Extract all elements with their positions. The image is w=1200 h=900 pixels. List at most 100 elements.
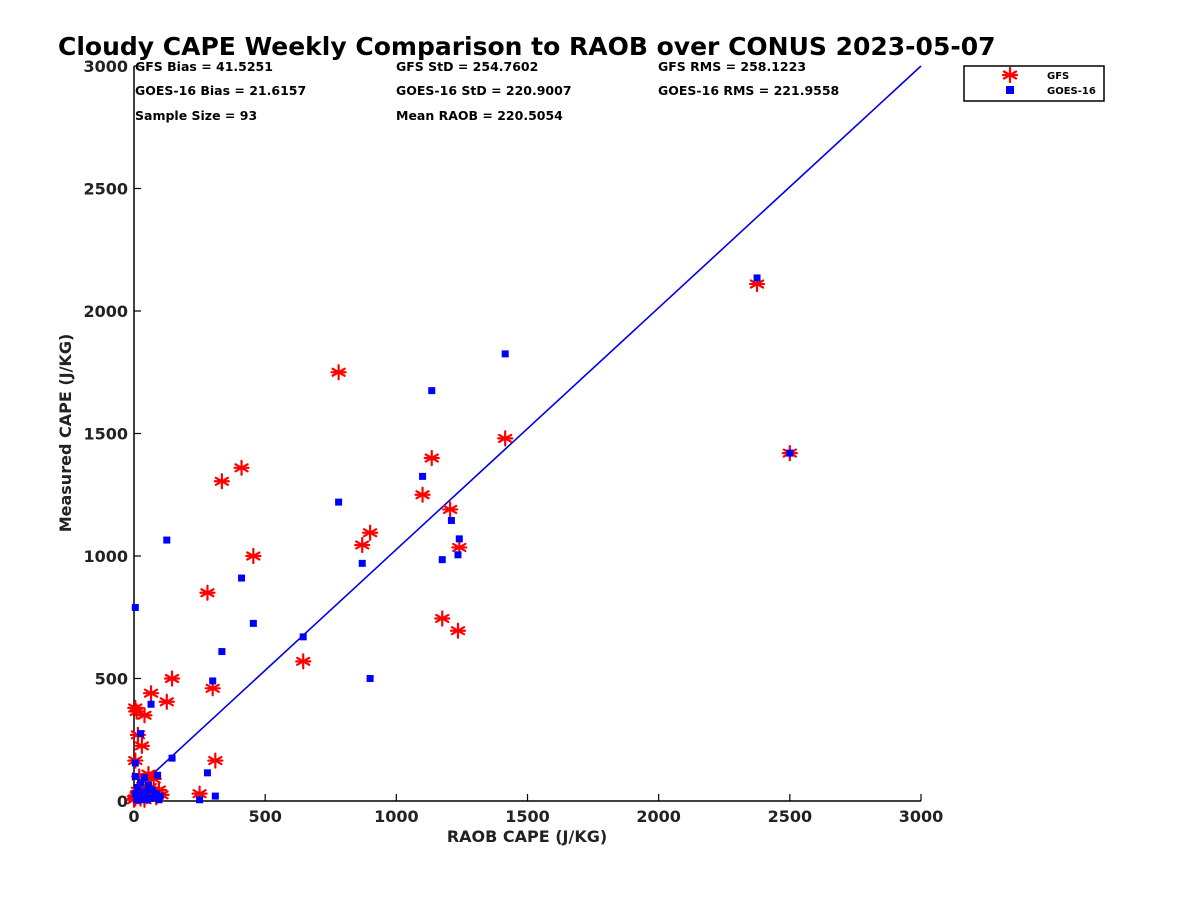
goes-16-point [137,779,145,787]
goes-16-point [156,792,164,800]
x-tick-label: 1500 [505,807,550,826]
legend-goes-label: GOES-16 [1047,86,1096,97]
axes [133,66,921,802]
x-tick-label: 2000 [636,807,681,826]
goes-16-point [155,796,163,804]
legend-gfs-marker-icon [1001,66,1019,84]
stat-goes-rms: GOES-16 RMS = 221.9558 [658,83,839,98]
goes-16-point [419,472,427,480]
goes-16-point [140,774,148,782]
goes-16-point [455,535,463,543]
asterisk-stroke [450,626,466,636]
gfs-point [362,524,379,541]
gfs-point [245,547,262,565]
legend-gfs-asterisk [1001,66,1019,84]
goes-16-point [131,759,139,767]
goes-16-point [148,786,156,794]
goes-16-point [335,498,343,506]
asterisk-stroke [137,710,152,720]
legend-goes-marker-icon [1006,86,1014,94]
y-tick-label: 0 [117,792,128,811]
x-tick-label: 0 [128,807,139,826]
goes-16-point [786,449,794,457]
goes-16-point [168,754,176,762]
series-goes-16 [131,274,794,804]
tick-marks: 0 500 1000 1500 2000 2500 3000 0 500 1000 1500 2000… [83,57,943,826]
goes-16-point [454,551,462,559]
gfs-point [128,703,145,720]
y-tick-label: 2500 [83,180,128,199]
stat-gfs-rms: GFS RMS = 258.1223 [658,59,806,74]
asterisk-stroke [200,588,215,598]
gfs-point [213,473,230,490]
y-tick-label: 2000 [83,302,128,321]
asterisk-stroke [246,551,261,561]
legend-gfs-label: GFS [1047,71,1069,82]
asterisk-stroke [128,703,143,713]
asterisk-stroke [129,706,144,717]
statistics-block: GFS Bias = 41.5251 GFS StD = 254.7602 GF… [135,59,839,123]
goes-16-point [163,536,171,544]
asterisk-stroke [435,613,450,624]
asterisk-stroke [452,542,467,553]
y-tick-label: 3000 [83,57,128,76]
gfs-point [423,449,440,467]
chart-title: Cloudy CAPE Weekly Comparison to RAOB ov… [58,32,996,61]
legend-goes-square [1006,86,1014,94]
gfs-point [354,536,371,554]
x-tick-label: 2500 [768,807,813,826]
goes-16-point [238,574,246,582]
goes-16-point [131,773,139,780]
asterisk-stroke [192,789,207,799]
stat-gfs-std: GFS StD = 254.7602 [396,59,538,74]
goes-16-point [142,787,150,795]
asterisk-stroke [362,528,378,538]
x-tick-label: 1000 [374,807,419,826]
gfs-point [142,685,160,702]
gfs-point [330,364,347,381]
reference-line [133,65,922,792]
goes-16-point [366,675,374,682]
goes-16-point [209,677,217,685]
goes-16-point [131,603,139,611]
data-points [125,274,798,808]
gfs-point [133,737,150,754]
reference-line-group [133,65,922,792]
x-axis-label: RAOB CAPE (J/KG) [447,827,607,846]
asterisk-stroke [214,476,230,486]
goes-16-point [131,790,139,798]
stat-goes-std: GOES-16 StD = 220.9007 [396,83,572,98]
gfs-point [233,459,250,476]
stat-mean-raob: Mean RAOB = 220.5054 [396,108,563,123]
goes-16-point [133,796,141,804]
asterisk-stroke [1002,70,1018,80]
goes-16-point [134,784,142,792]
asterisk-stroke [234,463,249,473]
gfs-point [434,610,451,627]
asterisk-stroke [164,673,180,684]
goes-16-point [438,556,446,564]
goes-16-point [152,790,160,798]
goes-16-point [147,700,155,708]
asterisk-stroke [424,453,439,463]
goes-16-point [299,633,307,641]
gfs-point [191,785,208,802]
asterisk-stroke [442,504,458,515]
goes-16-point [753,274,761,282]
goes-16-point [146,795,154,803]
asterisk-stroke [415,490,430,500]
y-tick-label: 1000 [83,547,128,566]
goes-16-point [196,796,204,804]
goes-16-point [203,769,211,777]
goes-16-point [150,793,158,801]
asterisk-stroke [143,688,159,698]
asterisk-stroke [134,741,150,751]
stat-goes-bias: GOES-16 Bias = 21.6157 [135,83,306,98]
asterisk-stroke [159,697,174,707]
asterisk-stroke [355,540,370,550]
asterisk-stroke [498,433,513,443]
goes-16-point [138,796,146,804]
legend-box [963,65,1105,102]
x-tick-label: 500 [248,807,281,826]
